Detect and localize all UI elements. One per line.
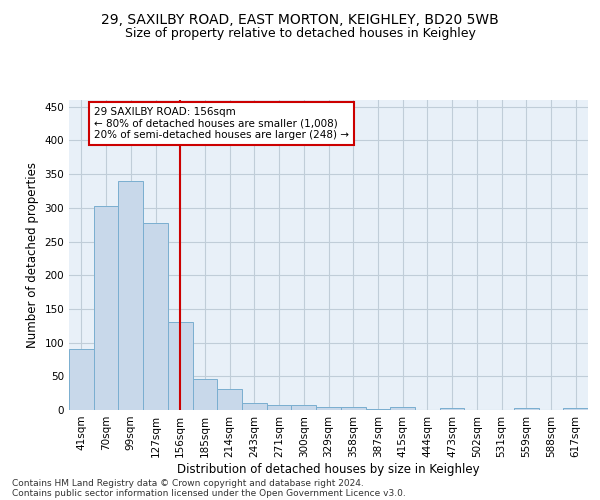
Bar [118,181,143,410]
Bar [69,350,94,410]
Text: Contains HM Land Registry data © Crown copyright and database right 2024.: Contains HM Land Registry data © Crown c… [12,478,364,488]
Text: Contains public sector information licensed under the Open Government Licence v3: Contains public sector information licen… [12,488,406,498]
Text: 29, SAXILBY ROAD, EAST MORTON, KEIGHLEY, BD20 5WB: 29, SAXILBY ROAD, EAST MORTON, KEIGHLEY,… [101,12,499,26]
Bar [242,404,267,410]
Text: Size of property relative to detached houses in Keighley: Size of property relative to detached ho… [125,28,475,40]
X-axis label: Distribution of detached houses by size in Keighley: Distribution of detached houses by size … [177,462,480,475]
Bar [168,322,193,410]
Bar [514,408,539,410]
Text: 29 SAXILBY ROAD: 156sqm
← 80% of detached houses are smaller (1,008)
20% of semi: 29 SAXILBY ROAD: 156sqm ← 80% of detache… [94,106,349,140]
Bar [217,389,242,410]
Bar [341,408,365,410]
Bar [143,224,168,410]
Bar [94,206,118,410]
Bar [292,404,316,410]
Bar [390,408,415,410]
Bar [267,404,292,410]
Bar [563,408,588,410]
Bar [316,406,341,410]
Bar [193,379,217,410]
Bar [440,408,464,410]
Y-axis label: Number of detached properties: Number of detached properties [26,162,39,348]
